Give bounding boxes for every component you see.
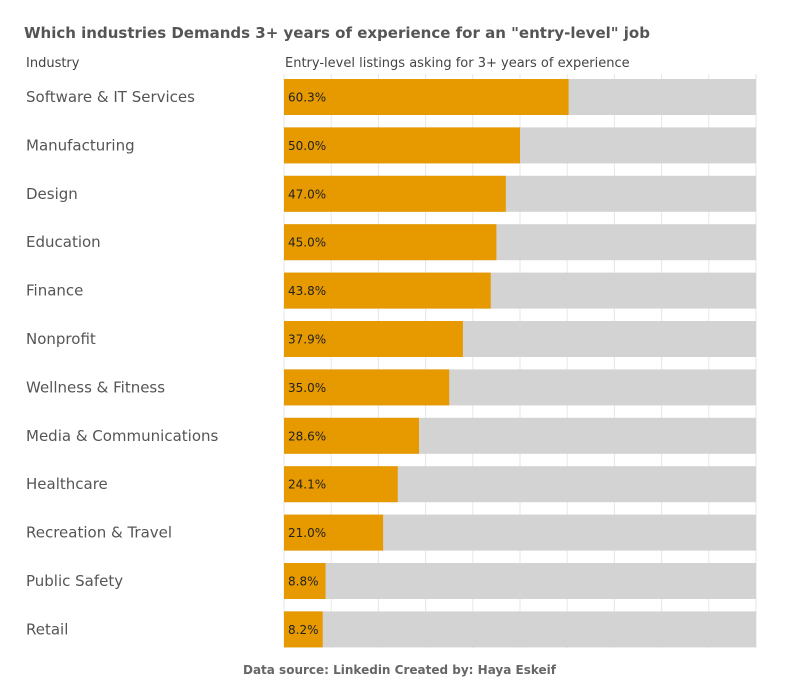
category-label: Public Safety [26, 572, 123, 590]
bar [284, 611, 323, 648]
bar [284, 175, 506, 212]
category-label: Nonprofit [26, 330, 96, 348]
data-label: 60.3% [288, 91, 326, 105]
chart-title: Which industries Demands 3+ years of exp… [24, 24, 650, 42]
data-label: 37.9% [288, 333, 326, 347]
category-label: Education [26, 233, 101, 251]
category-label: Recreation & Travel [26, 524, 172, 542]
data-label: 21.0% [288, 526, 326, 540]
category-column-header: Industry [26, 56, 80, 71]
data-label: 8.2% [288, 623, 319, 637]
bar [284, 417, 419, 454]
bar [284, 466, 398, 503]
data-label: 35.0% [288, 381, 326, 395]
bar [284, 563, 326, 599]
data-label: 24.1% [288, 478, 326, 492]
bar [284, 321, 463, 357]
category-label: Healthcare [26, 475, 108, 493]
data-label: 43.8% [288, 284, 326, 298]
bar [284, 127, 520, 164]
category-label: Retail [26, 620, 68, 638]
data-label: 28.6% [288, 429, 326, 443]
data-label: 50.0% [288, 139, 326, 153]
value-column-header: Entry-level listings asking for 3+ years… [285, 56, 630, 71]
data-label: 47.0% [288, 187, 326, 201]
category-label: Finance [26, 282, 83, 300]
category-label: Software & IT Services [26, 88, 195, 106]
category-label: Manufacturing [26, 136, 135, 154]
bar [284, 224, 497, 261]
category-label: Media & Communications [26, 427, 219, 445]
bar [284, 369, 450, 406]
bar [284, 272, 491, 309]
category-label: Wellness & Fitness [26, 378, 165, 396]
category-label: Design [26, 185, 78, 203]
bar [284, 514, 384, 551]
data-label: 8.8% [288, 575, 319, 589]
data-label: 45.0% [288, 236, 326, 250]
bar-track [284, 563, 756, 599]
bar [284, 79, 569, 115]
bar-track [284, 611, 756, 648]
footer-source: Data source: Linkedin Created by: Haya E… [242, 663, 556, 677]
